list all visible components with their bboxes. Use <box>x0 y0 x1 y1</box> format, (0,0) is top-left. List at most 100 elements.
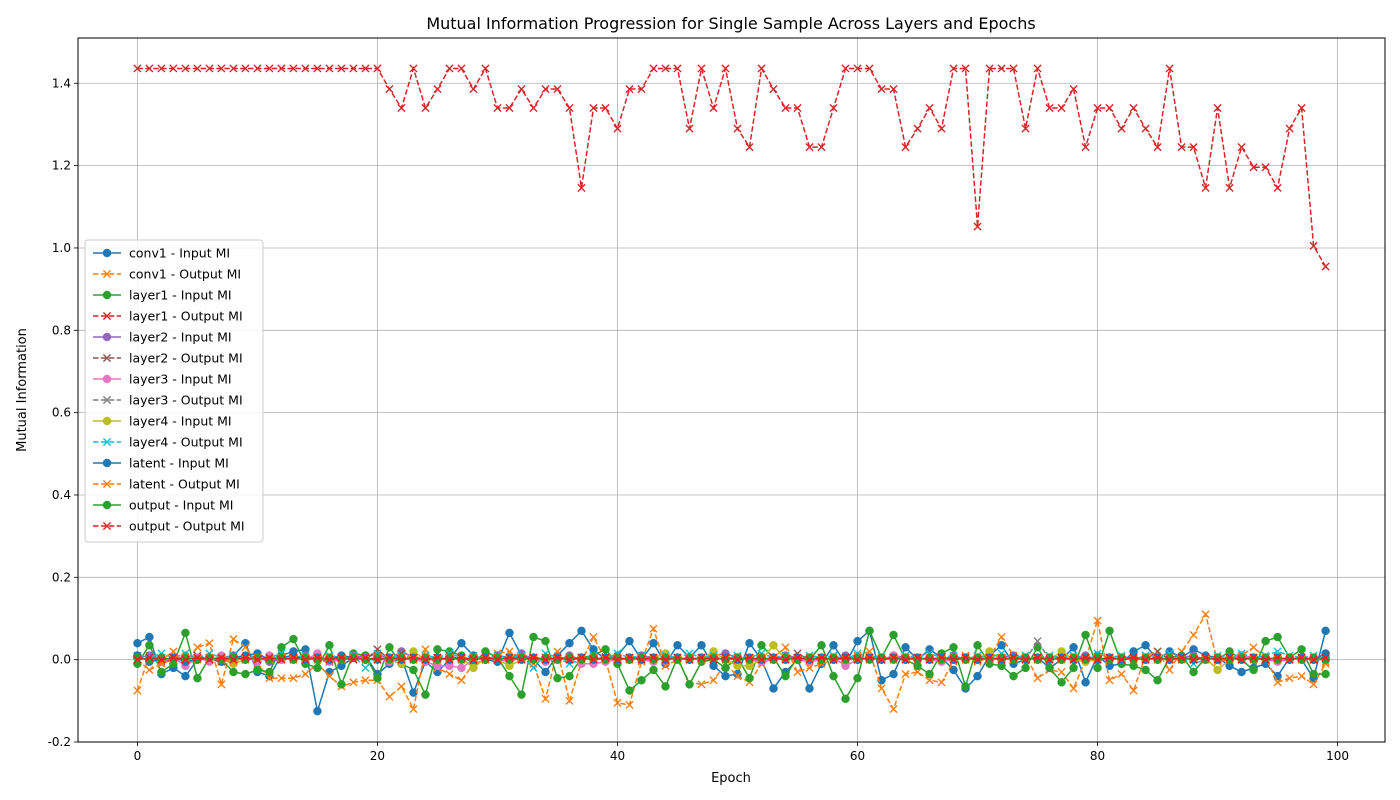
data-point <box>1093 103 1102 113</box>
data-point <box>1057 667 1066 677</box>
data-point <box>793 103 802 113</box>
x-tick-label: 100 <box>1326 749 1349 763</box>
data-point <box>1309 680 1318 689</box>
data-point <box>1273 678 1282 687</box>
data-point <box>901 643 910 652</box>
data-point <box>769 684 778 693</box>
y-tick-label: 0.0 <box>52 653 71 667</box>
data-point <box>685 655 694 664</box>
data-point <box>1237 667 1246 677</box>
data-point <box>1225 183 1234 192</box>
data-point <box>901 655 910 664</box>
data-point <box>877 675 886 685</box>
data-point <box>1249 643 1258 652</box>
data-point <box>1081 143 1090 152</box>
data-point <box>517 690 526 699</box>
legend-label: output - Input MI <box>129 498 234 513</box>
data-point <box>1081 630 1090 640</box>
legend-label: latent - Input MI <box>129 456 229 471</box>
legend-marker <box>102 311 112 321</box>
data-point <box>901 143 910 152</box>
data-point <box>1117 669 1126 679</box>
data-point <box>925 676 934 685</box>
data-point <box>277 655 286 664</box>
data-point <box>265 64 274 73</box>
data-point <box>1177 653 1186 662</box>
data-point <box>217 653 226 662</box>
data-point <box>721 671 730 681</box>
data-point <box>325 667 334 677</box>
data-point <box>493 103 502 113</box>
legend-item: layer1 - Input MI <box>93 288 232 303</box>
y-tick-label: 0.2 <box>52 570 71 584</box>
data-point <box>781 671 790 681</box>
data-point <box>1093 663 1102 673</box>
data-point <box>961 653 970 662</box>
data-point <box>1285 124 1294 133</box>
legend-label: output - Output MI <box>129 519 245 534</box>
data-point <box>145 632 154 642</box>
data-point <box>361 676 370 685</box>
data-point <box>409 665 418 675</box>
data-point <box>1297 103 1306 113</box>
data-point <box>1297 672 1306 681</box>
data-point <box>1033 674 1042 683</box>
data-point <box>181 628 190 638</box>
data-point <box>457 638 466 648</box>
data-point <box>385 643 394 652</box>
data-point <box>757 655 766 664</box>
data-point <box>973 671 982 681</box>
data-point <box>745 673 754 683</box>
data-point <box>841 694 850 704</box>
data-point <box>529 653 538 662</box>
data-point <box>265 674 274 683</box>
data-point <box>253 665 262 675</box>
data-point <box>1165 655 1174 664</box>
data-point <box>1033 637 1042 646</box>
data-point <box>769 84 778 94</box>
data-point <box>1045 663 1054 673</box>
data-point <box>1189 655 1198 664</box>
data-point <box>1249 653 1258 662</box>
data-point <box>925 103 934 113</box>
data-point <box>433 653 442 662</box>
data-point <box>841 653 850 662</box>
y-tick-label: 1.4 <box>52 76 71 90</box>
data-point <box>1309 669 1318 679</box>
legend-item: layer3 - Output MI <box>93 393 243 408</box>
data-point <box>1225 653 1234 662</box>
data-point <box>133 638 142 648</box>
data-point <box>601 645 610 654</box>
data-point <box>925 655 934 664</box>
data-point <box>277 643 286 652</box>
legend-label: latent - Output MI <box>129 477 240 492</box>
data-point <box>1093 655 1102 664</box>
data-point <box>469 655 478 664</box>
data-point <box>697 653 706 662</box>
data-point <box>733 672 742 681</box>
data-point <box>1261 636 1270 646</box>
legend-marker <box>102 479 112 489</box>
data-point <box>805 684 814 693</box>
data-point <box>937 124 946 133</box>
data-point <box>673 64 682 73</box>
data-point <box>1273 647 1282 656</box>
data-point <box>325 655 334 664</box>
data-point <box>1201 183 1210 192</box>
data-point <box>577 653 586 662</box>
data-point <box>769 653 778 662</box>
data-point <box>349 678 358 687</box>
data-point <box>1009 671 1018 681</box>
data-point <box>193 64 202 73</box>
data-point <box>397 655 406 664</box>
data-point <box>361 663 370 672</box>
data-point <box>1237 143 1246 152</box>
data-point <box>505 628 514 638</box>
data-point <box>301 64 310 73</box>
data-point <box>781 655 790 664</box>
data-point <box>421 103 430 113</box>
data-point <box>1033 64 1042 73</box>
data-point <box>1141 641 1150 650</box>
data-point <box>961 682 970 691</box>
data-point <box>253 64 262 73</box>
